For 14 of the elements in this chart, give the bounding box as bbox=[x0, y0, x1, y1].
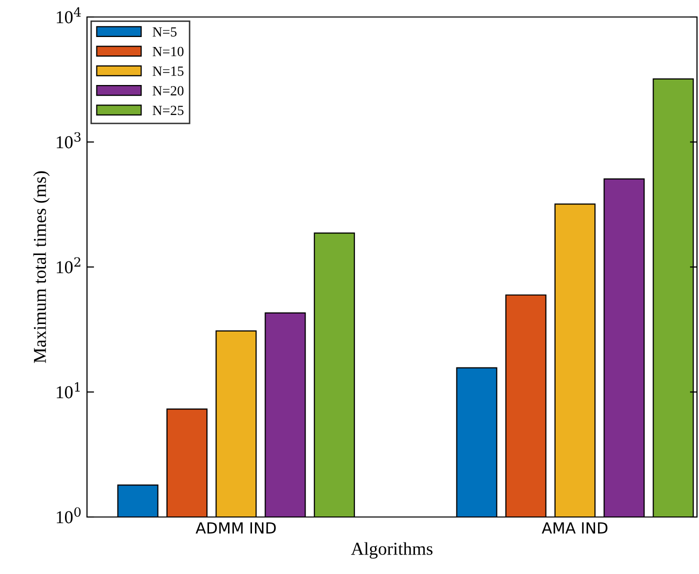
x-axis-title: Algorithms bbox=[351, 542, 432, 559]
y-tick-label: 10$^{2}$ bbox=[56, 257, 80, 274]
legend-label: N=25 bbox=[152, 106, 184, 116]
y-tick-label: 10$^{0}$ bbox=[56, 507, 81, 524]
y-tick-label: 10$^{1}$ bbox=[56, 382, 80, 398]
legend-label: N=10 bbox=[152, 46, 184, 56]
legend-label: N=5 bbox=[152, 27, 177, 37]
y-tick-label: 10$^{3}$ bbox=[56, 132, 81, 148]
legend-label: N=20 bbox=[152, 86, 184, 96]
x-tick-label: AMA IND bbox=[542, 522, 608, 534]
legend-label: N=15 bbox=[152, 66, 184, 76]
y-tick-label: 10$^{4}$ bbox=[56, 7, 81, 24]
y-axis-title: Maximum total times (ms) bbox=[33, 171, 50, 364]
x-tick-label: ADMM IND bbox=[196, 522, 276, 534]
